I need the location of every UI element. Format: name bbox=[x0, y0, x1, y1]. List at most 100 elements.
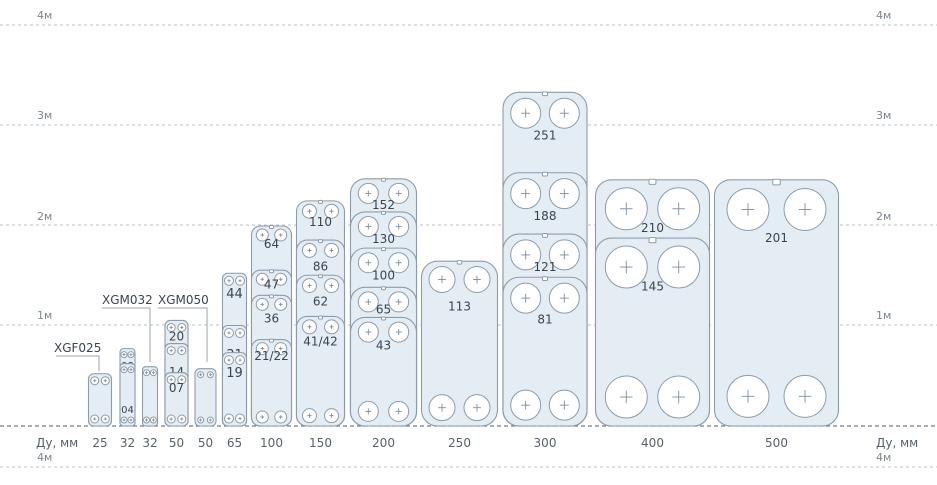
series-leaders bbox=[56, 307, 208, 371]
category-label-3: 50 bbox=[169, 436, 184, 450]
x-axis-label-left: Ду, мм bbox=[36, 436, 78, 450]
notch-113 bbox=[456, 260, 463, 265]
series-label-xgm032: XGM032 bbox=[102, 293, 153, 307]
plate-label-41-42: 41/42 bbox=[303, 335, 338, 349]
plate-body-19 bbox=[221, 352, 248, 427]
plate-body-xgm050 bbox=[194, 368, 217, 427]
category-label-6: 100 bbox=[260, 436, 283, 450]
plate-label-188: 188 bbox=[534, 209, 557, 223]
plate-label-100: 100 bbox=[372, 268, 395, 282]
plate-113: 113 bbox=[420, 260, 499, 427]
plate-body-07 bbox=[164, 372, 189, 427]
plate-body-xgf025 bbox=[87, 373, 113, 427]
plate-label-152: 152 bbox=[372, 198, 395, 212]
plates: 251 188 152 210 201 110 130 64 121 145 86 100 113 47 4… bbox=[87, 91, 840, 427]
plate-label-210: 210 bbox=[641, 221, 664, 235]
category-label-2: 32 bbox=[142, 436, 157, 450]
y-tick-1m-left: 1м bbox=[37, 309, 52, 322]
plate-label-44: 44 bbox=[226, 287, 243, 302]
plate-41-42: 41/42 bbox=[295, 315, 346, 427]
y-tick-2m-right: 2м bbox=[876, 210, 891, 223]
category-label-7: 150 bbox=[309, 436, 332, 450]
plate-label-130: 130 bbox=[372, 232, 395, 246]
plate-label-251: 251 bbox=[534, 129, 557, 143]
plate-label-07: 07 bbox=[169, 381, 184, 395]
category-labels: 25 32 32 50 50 65 100 150 200 250 300 400 500 bbox=[92, 436, 788, 450]
plate-label-110: 110 bbox=[309, 215, 332, 229]
notch-62 bbox=[318, 274, 323, 279]
y-tick-3m-right: 3м bbox=[876, 109, 891, 122]
notch-43 bbox=[381, 316, 386, 321]
plate-label-47: 47 bbox=[264, 277, 279, 291]
plate-body-xgm032 bbox=[141, 366, 159, 427]
plate-label-19: 19 bbox=[226, 366, 243, 381]
y-tick-bottom-left: 4м bbox=[37, 451, 52, 464]
notch-110 bbox=[318, 199, 323, 204]
category-label-8: 200 bbox=[372, 436, 395, 450]
notch-201 bbox=[772, 178, 781, 186]
plate-label-04: 04 bbox=[121, 405, 134, 416]
plate-xgm032 bbox=[141, 366, 159, 427]
plate-label-113: 113 bbox=[448, 299, 471, 313]
category-label-11: 400 bbox=[641, 436, 664, 450]
notch-65 bbox=[381, 286, 386, 291]
plate-145: 145 bbox=[594, 237, 711, 427]
y-tick-3m-left: 3м bbox=[37, 109, 52, 122]
plate-label-121: 121 bbox=[534, 260, 557, 274]
category-label-12: 500 bbox=[765, 436, 788, 450]
notch-130 bbox=[381, 210, 386, 215]
notch-251 bbox=[541, 91, 549, 97]
series-label-xgm050: XGM050 bbox=[158, 293, 209, 307]
notch-145 bbox=[648, 237, 657, 244]
plate-07: 07 bbox=[164, 372, 189, 427]
leader-xgm050 bbox=[158, 307, 208, 362]
notch-36 bbox=[269, 294, 274, 299]
y-tick-bottom-right: 4м bbox=[876, 451, 891, 464]
plate-label-145: 145 bbox=[641, 279, 664, 293]
category-label-5: 65 bbox=[227, 436, 242, 450]
y-tick-4m-right: 4м bbox=[876, 9, 891, 22]
notch-21-22 bbox=[269, 338, 274, 343]
plate-43: 43 bbox=[349, 316, 418, 427]
plate-21-22: 21/22 bbox=[250, 338, 293, 427]
notch-47 bbox=[269, 269, 274, 274]
plate-body-04 bbox=[119, 363, 136, 427]
category-label-9: 250 bbox=[448, 436, 471, 450]
plate-label-201: 201 bbox=[765, 231, 788, 245]
notch-121 bbox=[541, 233, 549, 238]
notch-152 bbox=[381, 177, 386, 182]
plate-label-21-22: 21/22 bbox=[254, 349, 289, 363]
plate-label-36: 36 bbox=[264, 312, 279, 326]
series-label-xgf025: XGF025 bbox=[54, 341, 101, 355]
plate-body-41-42 bbox=[295, 315, 346, 427]
plate-label-81: 81 bbox=[537, 312, 552, 326]
notch-81 bbox=[541, 276, 549, 282]
leader-xgf025 bbox=[56, 355, 100, 371]
plate-19: 19 bbox=[221, 352, 248, 427]
plate-label-20: 20 bbox=[169, 330, 184, 344]
y-tick-1m-right: 1м bbox=[876, 309, 891, 322]
category-label-10: 300 bbox=[534, 436, 557, 450]
notch-100 bbox=[381, 247, 386, 252]
plate-xgf025 bbox=[87, 373, 113, 427]
notch-41-42 bbox=[318, 315, 323, 320]
plate-201: 201 bbox=[713, 178, 840, 427]
plate-label-65: 65 bbox=[376, 303, 391, 317]
x-axis-label-right: Ду, мм bbox=[876, 436, 918, 450]
notch-210 bbox=[648, 178, 657, 185]
y-tick-2m-left: 2м bbox=[37, 210, 52, 223]
plate-81: 81 bbox=[502, 276, 588, 427]
plate-04: 04 bbox=[119, 363, 136, 427]
leader-xgm032 bbox=[102, 307, 151, 362]
y-ticks-right: 4м 3м 2м 1м 4м bbox=[876, 9, 891, 464]
category-label-0: 25 bbox=[92, 436, 107, 450]
plate-xgm050 bbox=[194, 368, 217, 427]
series-labels: XGF025 XGM032 XGM050 bbox=[54, 293, 209, 355]
notch-188 bbox=[541, 171, 549, 177]
plate-label-43: 43 bbox=[376, 339, 391, 353]
notch-64 bbox=[269, 225, 274, 230]
category-label-4: 50 bbox=[198, 436, 213, 450]
y-ticks-left: 4м 3м 2м 1м 4м bbox=[37, 9, 52, 464]
y-tick-4m-left: 4м bbox=[37, 9, 52, 22]
